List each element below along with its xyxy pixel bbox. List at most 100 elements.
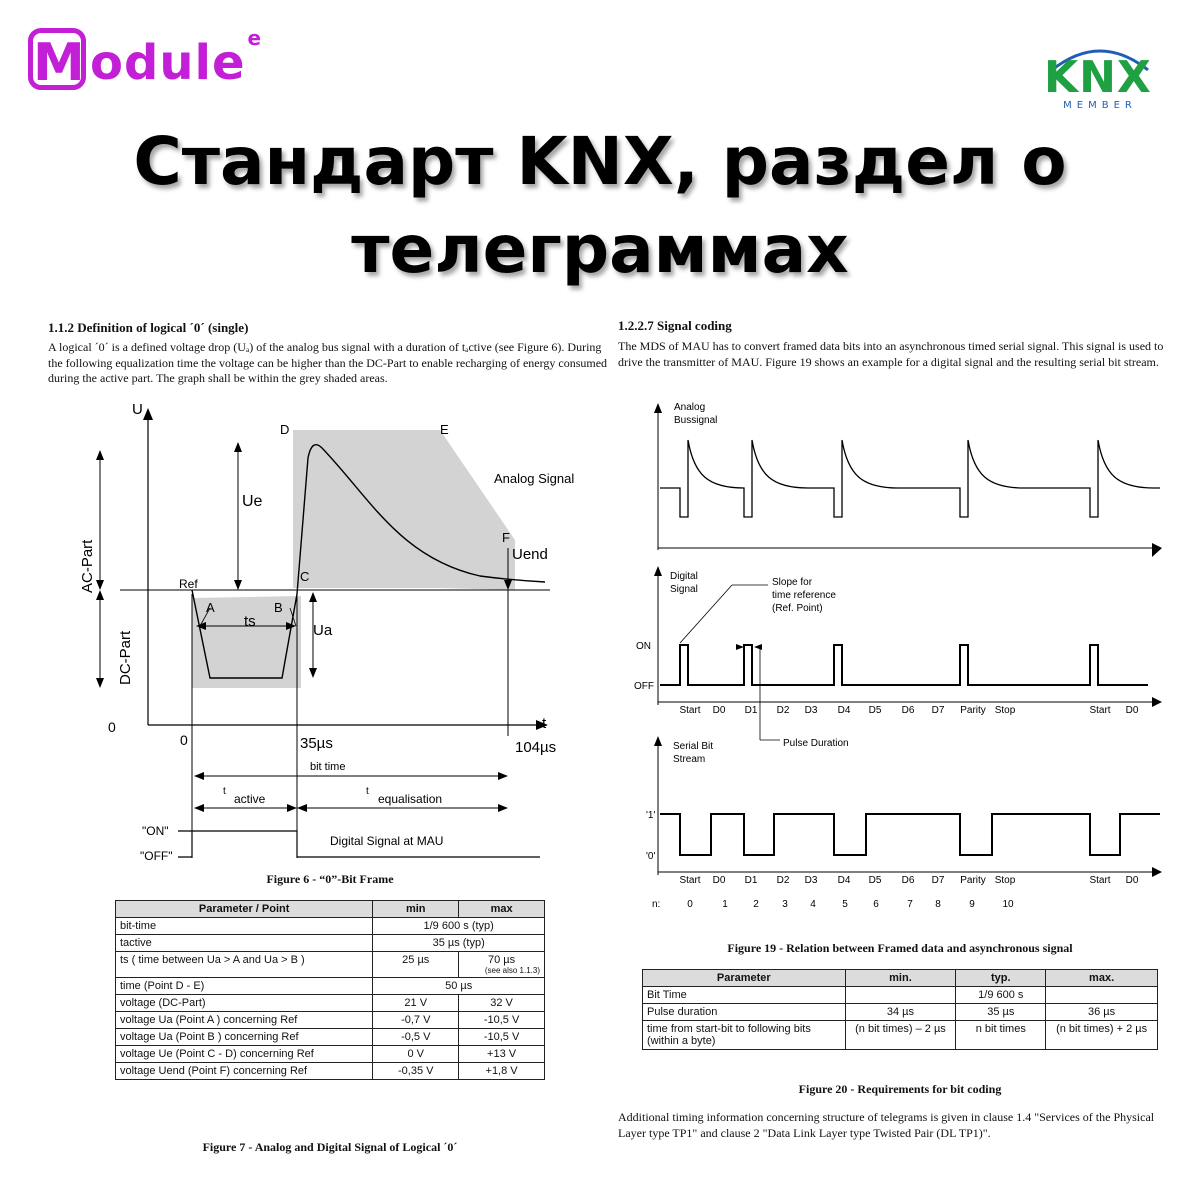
table-row: ts ( time between Ua > A and Ua > B ) 25 … [114, 951, 545, 978]
svg-text:Digital Signal at MAU: Digital Signal at MAU [330, 834, 443, 848]
svg-text:Uend: Uend [512, 546, 548, 563]
bit-label: Parity [960, 705, 986, 716]
logo-superscript: e [247, 26, 262, 50]
bit-label: D6 [902, 705, 915, 716]
n-label: 10 [1002, 899, 1014, 910]
page-title: Стандарт KNX, раздел о телеграммах [0, 118, 1200, 294]
svg-text:DC-Part: DC-Part [117, 630, 134, 685]
bit-label: Start [679, 875, 700, 886]
svg-text:t: t [542, 715, 547, 732]
svg-text:104µs: 104µs [515, 739, 556, 756]
bit-label: D7 [932, 705, 945, 716]
table-row: voltage Ua (Point B ) concerning Ref -0,5… [114, 1028, 545, 1046]
table-row: voltage (DC-Part) 21 V 32 V [114, 994, 545, 1012]
bit-label: D1 [745, 705, 758, 716]
svg-text:'0': '0' [646, 851, 655, 862]
bit-label: D6 [902, 875, 915, 886]
label-u: U [132, 401, 143, 418]
svg-text:active: active [234, 792, 266, 806]
svg-text:D: D [280, 422, 289, 437]
left-paragraph: A logical ´0´ is a defined voltage drop … [48, 340, 608, 385]
n-label: 2 [753, 899, 759, 910]
right-heading: 1.2.2.7 Signal coding [618, 318, 732, 333]
n-index-labels: 0 1 2 3 4 5 6 7 8 9 10 [687, 899, 1014, 910]
n-label: 8 [935, 899, 941, 910]
header-min: min [372, 900, 460, 918]
bit-label: D5 [869, 875, 882, 886]
svg-text:C: C [300, 569, 309, 584]
bit-label: D7 [932, 875, 945, 886]
bit-label: Start [1089, 705, 1110, 716]
table-row: Bit Time 1/9 600 s [642, 986, 1158, 1004]
n-label: 9 [969, 899, 975, 910]
title-line-1: Стандарт KNX, раздел о [133, 123, 1067, 200]
svg-text:(Ref. Point): (Ref. Point) [772, 603, 823, 614]
svg-text:Ref: Ref [179, 577, 198, 591]
bit-labels-digital: Start D0 D1 D2 D3 D4 D5 D6 D7 Parity Stop Start D0 [679, 705, 1138, 716]
svg-text:Slope for: Slope for [772, 577, 813, 588]
figure-19-diagram: Analog Bussignal Digital Signal Slope fo… [634, 402, 1162, 910]
n-label: 5 [842, 899, 848, 910]
svg-text:bit time: bit time [310, 761, 345, 773]
n-label: 6 [873, 899, 879, 910]
svg-text:time reference: time reference [772, 590, 836, 601]
svg-text:t: t [223, 786, 226, 797]
header-max: max [458, 900, 545, 918]
svg-text:Stream: Stream [673, 754, 705, 765]
svg-text:ON: ON [636, 641, 651, 652]
table-row: time (Point D - E) 50 µs [114, 977, 545, 995]
svg-text:n:: n: [652, 899, 660, 910]
svg-text:Serial Bit: Serial Bit [673, 741, 713, 752]
svg-text:E: E [440, 422, 449, 437]
svg-text:0: 0 [108, 719, 116, 735]
table-row: bit-time 1/9 600 s (typ) [114, 917, 545, 935]
table-row: Pulse duration 34 µs 35 µs 36 µs [642, 1003, 1158, 1021]
n-label: 3 [782, 899, 788, 910]
bit-label: D5 [869, 705, 882, 716]
svg-text:'1': '1' [646, 810, 655, 821]
logo-letter: M [28, 28, 86, 93]
bit-label: D3 [805, 875, 818, 886]
right-footer-text: Additional timing information concerning… [618, 1110, 1155, 1140]
svg-text:F: F [502, 530, 510, 545]
left-heading: 1.1.2 Definition of logical ´0´ (single) [48, 320, 249, 335]
bit-label: D0 [713, 705, 726, 716]
right-bit-coding-table: Parameter min. typ. max. Bit Time 1/9 600 s … [642, 969, 1158, 1050]
right-paragraph: The MDS of MAU has to convert framed dat… [618, 339, 1164, 369]
bit-label: Parity [960, 875, 986, 886]
bit-label: D4 [838, 705, 851, 716]
figure-6-caption: Figure 6 - “0”-Bit Frame [266, 872, 394, 886]
figure-20-caption: Figure 20 - Requirements for bit coding [798, 1082, 1002, 1096]
svg-text:Pulse Duration: Pulse Duration [783, 738, 849, 749]
header-parameter: Parameter / Point [114, 900, 374, 918]
shaded-area-upper [293, 430, 515, 590]
svg-text:Ue: Ue [242, 493, 263, 510]
logo-text: odule [90, 35, 246, 91]
table-note: (see also 1.1.3) [484, 966, 540, 975]
left-parameter-table: Parameter / Point min max bit-time 1/9 60… [114, 900, 545, 1080]
svg-text:t: t [366, 786, 369, 797]
figure-6-diagram: U D E Analog Signal Ue AC-Part DC-Part F… [79, 401, 574, 863]
n-label: 1 [722, 899, 728, 910]
bit-label: D2 [777, 875, 790, 886]
svg-text:equalisation: equalisation [378, 792, 442, 806]
n-label: 0 [687, 899, 693, 910]
table-row: voltage Ua (Point A ) concerning Ref -0,7… [114, 1011, 545, 1029]
svg-text:ts: ts [244, 613, 256, 630]
bit-label: D0 [1126, 705, 1139, 716]
knx-member-text: MEMBER [1063, 100, 1137, 111]
svg-text:Bussignal: Bussignal [674, 415, 717, 426]
table-row: voltage Ue (Point C - D) concerning Ref 0… [114, 1045, 545, 1063]
shaded-area-lower [192, 596, 301, 688]
svg-text:35µs: 35µs [300, 735, 333, 752]
knx-arc-icon [1051, 49, 1149, 72]
bit-label: Start [1089, 875, 1110, 886]
bit-label: D1 [745, 875, 758, 886]
bit-label: Stop [995, 875, 1016, 886]
serial-bit-stream-waveform [660, 813, 1160, 856]
analog-bus-waveform [660, 439, 1160, 518]
bit-label: D3 [805, 705, 818, 716]
bit-label: D0 [1126, 875, 1139, 886]
bit-label: Stop [995, 705, 1016, 716]
module-logo: M odule e [28, 28, 261, 98]
